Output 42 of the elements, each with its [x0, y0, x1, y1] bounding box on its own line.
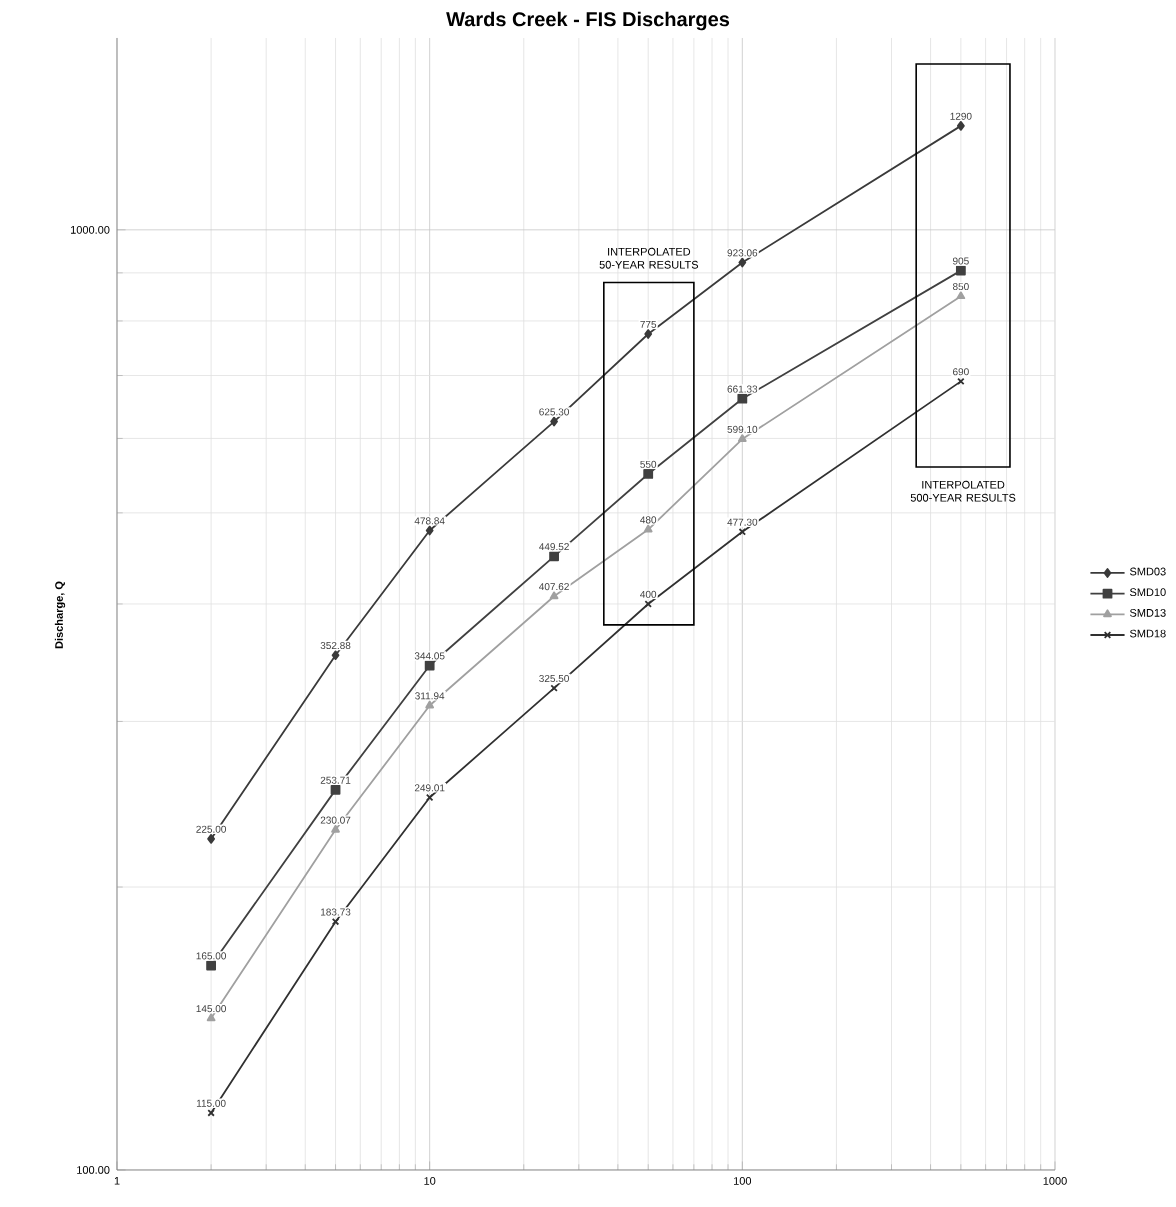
data-label: 599.10 — [727, 425, 758, 433]
annotation: INTERPOLATED 50-YEAR RESULTS — [599, 247, 698, 269]
data-label: 400 — [640, 590, 657, 598]
y-tick-label: 100.00 — [77, 1166, 110, 1174]
data-label: 480 — [640, 516, 657, 524]
legend-label: SMD03 — [1129, 567, 1166, 576]
data-label: 905 — [952, 257, 969, 265]
data-label: 253.71 — [320, 776, 351, 784]
data-label: 249.01 — [414, 784, 445, 792]
data-label: 661.33 — [727, 385, 758, 393]
data-label: 923.06 — [727, 249, 758, 257]
data-label: 344.05 — [414, 652, 445, 660]
x-tick-label: 1 — [114, 1177, 120, 1185]
data-label: 407.62 — [538, 583, 569, 591]
x-tick-label: 10 — [424, 1177, 436, 1185]
chart-title: Wards Creek - FIS Discharges — [446, 11, 730, 31]
data-label: 311.94 — [415, 692, 445, 700]
data-label: 449.52 — [538, 543, 569, 551]
data-label: 183.73 — [320, 908, 351, 916]
data-label: 690 — [952, 368, 969, 376]
data-label: 230.07 — [320, 816, 351, 824]
data-label: 145.00 — [196, 1005, 226, 1013]
data-label: 1290 — [950, 112, 972, 120]
x-tick-label: 1000 — [1043, 1177, 1067, 1185]
x-tick-label: 100 — [733, 1177, 751, 1185]
y-axis-title: Discharge, Q — [54, 581, 66, 649]
data-label: 775 — [640, 320, 657, 328]
data-label: 550 — [640, 460, 657, 468]
y-tick-label: 1000.00 — [70, 225, 110, 234]
data-label: 115.00 — [196, 1099, 226, 1107]
data-label: 325.50 — [539, 674, 569, 683]
data-label: 165.00 — [196, 952, 226, 960]
data-label: 225.00 — [196, 825, 226, 833]
legend-label: SMD18 — [1129, 629, 1166, 638]
data-label: 625.30 — [539, 408, 569, 416]
data-label: 478.84 — [414, 517, 445, 525]
legend-label: SMD13 — [1129, 608, 1166, 617]
annotation: INTERPOLATED 500-YEAR RESULTS — [910, 480, 1016, 502]
legend-label: SMD10 — [1129, 588, 1166, 597]
data-label: 352.88 — [320, 641, 351, 650]
data-label: 850 — [952, 283, 969, 291]
data-label: 477.30 — [727, 518, 758, 526]
